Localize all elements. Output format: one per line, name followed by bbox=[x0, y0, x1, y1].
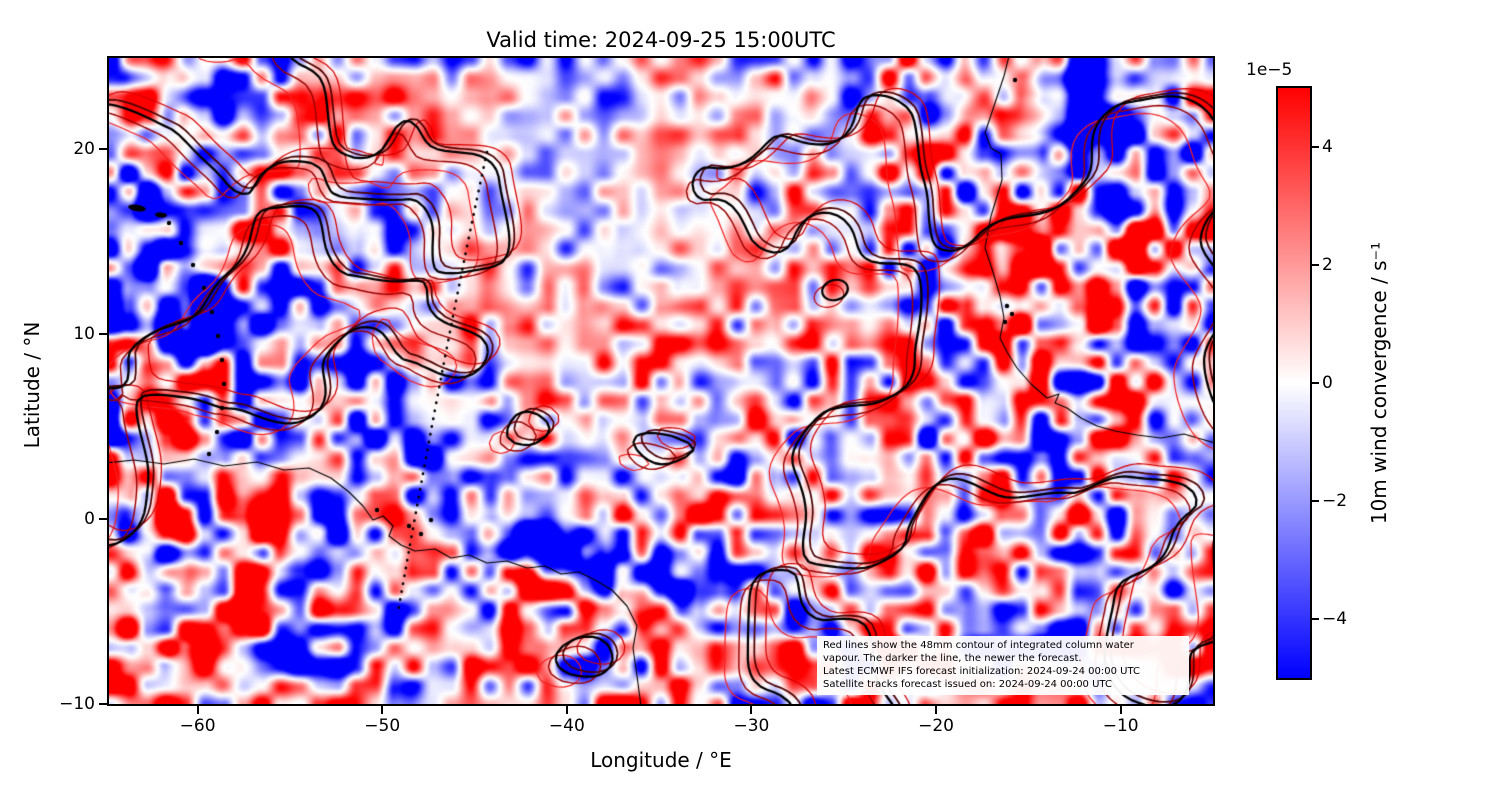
y-tick-mark bbox=[99, 147, 107, 150]
colorbar-tick-mark bbox=[1312, 146, 1319, 148]
x-tick-label: −40 bbox=[548, 716, 585, 736]
colorbar-label: 10m wind convergence / s⁻¹ bbox=[1367, 241, 1391, 525]
x-tick-label: −30 bbox=[733, 716, 770, 736]
colorbar-scale-label: 1e−5 bbox=[1246, 60, 1293, 80]
colorbar-tick-label: −2 bbox=[1322, 491, 1348, 511]
y-tick-mark bbox=[99, 517, 107, 520]
x-tick-mark bbox=[750, 706, 753, 714]
y-tick-label: 10 bbox=[73, 323, 95, 344]
colorbar-tick-label: −4 bbox=[1322, 609, 1348, 629]
y-tick-label: 20 bbox=[73, 138, 95, 159]
y-tick-label: −10 bbox=[59, 694, 95, 714]
x-tick-mark bbox=[565, 706, 568, 714]
map-canvas bbox=[109, 58, 1213, 704]
colorbar-tick-mark bbox=[1312, 382, 1319, 384]
x-axis-label: Longitude / °E bbox=[590, 748, 732, 772]
x-tick-mark bbox=[935, 706, 938, 714]
x-tick-mark bbox=[196, 706, 199, 714]
x-tick-label: −20 bbox=[918, 716, 954, 736]
colorbar-tick-label: 0 bbox=[1322, 373, 1333, 393]
annotation-line: vapour. The darker the line, the newer t… bbox=[823, 653, 1082, 664]
x-tick-mark bbox=[381, 706, 384, 714]
annotation-line: Red lines show the 48mm contour of integ… bbox=[823, 640, 1134, 651]
y-tick-mark bbox=[99, 703, 107, 705]
x-tick-label: −10 bbox=[1102, 716, 1139, 736]
x-tick-label: −50 bbox=[364, 716, 401, 736]
colorbar-tick-label: 4 bbox=[1322, 137, 1333, 157]
annotation-box: Red lines show the 48mm contour of integ… bbox=[817, 636, 1189, 695]
colorbar-tick-mark bbox=[1312, 618, 1319, 620]
colorbar-tick-label: 2 bbox=[1322, 255, 1333, 275]
map-axes: Red lines show the 48mm contour of integ… bbox=[107, 56, 1215, 706]
annotation-line: Latest ECMWF IFS forecast initialization… bbox=[823, 666, 1140, 677]
y-axis-label: Latitude / °N bbox=[20, 321, 44, 449]
x-tick-label: −60 bbox=[179, 716, 216, 736]
x-tick-mark bbox=[1119, 706, 1122, 714]
colorbar bbox=[1276, 86, 1312, 680]
y-tick-mark bbox=[99, 332, 107, 335]
plot-title: Valid time: 2024-09-25 15:00UTC bbox=[486, 28, 836, 52]
y-tick-label: 0 bbox=[84, 508, 95, 529]
colorbar-tick-mark bbox=[1312, 500, 1319, 502]
annotation-line: Satellite tracks forecast issued on: 202… bbox=[823, 679, 1112, 690]
colorbar-tick-mark bbox=[1312, 264, 1319, 266]
